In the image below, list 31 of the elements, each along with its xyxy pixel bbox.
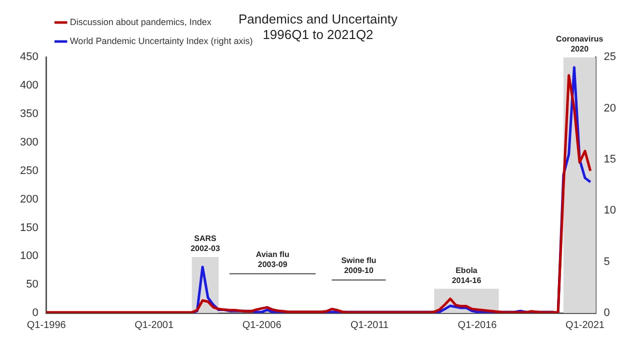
y-tick-label: 100 [20, 250, 38, 262]
x-tick-label: Q1-2006 [242, 320, 282, 331]
x-tick-label: Q1-2011 [350, 320, 390, 331]
y-tick-label: 200 [20, 193, 38, 206]
x-tick-label: Q1-2021 [566, 320, 605, 331]
y2-tick-label: 15 [604, 154, 616, 166]
y2-tick-label: 5 [604, 256, 610, 268]
band-label: Coronavirus 2020 [556, 34, 604, 54]
x-tick-label: Q1-2016 [458, 320, 498, 331]
chart-title: Pandemics and Uncertainty [238, 11, 398, 26]
y-tick-label: 450 [20, 51, 38, 64]
y2-tick-label: 25 [604, 51, 616, 64]
band-label: Ebola 2014-16 [452, 266, 482, 285]
y2-tick-label: 0 [604, 307, 610, 320]
y-tick-label: 300 [20, 136, 38, 148]
x-tick-label: Q1-2001 [134, 320, 174, 331]
annotation: Swine flu 2009-10 [341, 256, 376, 276]
legend-label: Discussion about pandemics, Index [70, 16, 212, 27]
y-tick-label: 250 [20, 164, 38, 177]
chart-subtitle: 1996Q1 to 2021Q2 [262, 26, 374, 42]
y-tick-label: 150 [20, 222, 38, 234]
x-tick-label: Q1-1996 [26, 320, 66, 331]
band-label: SARS 2002-03 [190, 234, 220, 254]
y2-tick-label: 10 [604, 204, 616, 217]
y-tick-label: 400 [20, 80, 38, 92]
y-tick-label: 350 [20, 108, 38, 120]
annotation: Avian flu 2003-09 [256, 250, 290, 269]
y2-tick-label: 20 [604, 102, 616, 114]
legend-label: World Pandemic Uncertainty Index (right axis) [70, 36, 253, 46]
y-tick-label: 50 [26, 278, 38, 291]
y-tick-label: 0 [32, 307, 38, 320]
